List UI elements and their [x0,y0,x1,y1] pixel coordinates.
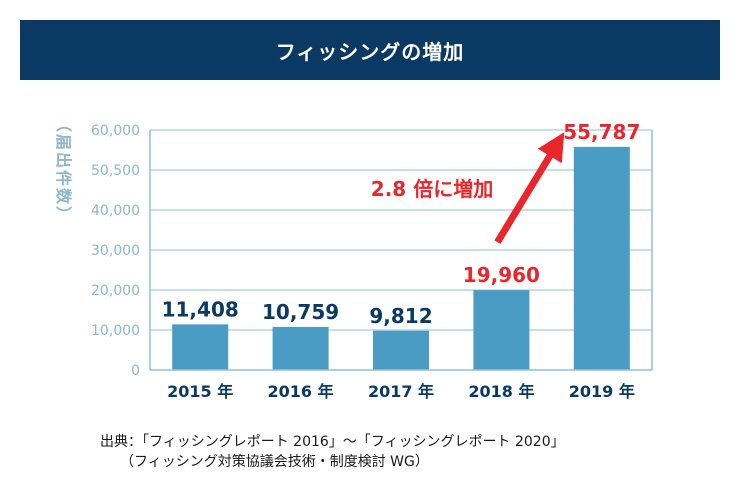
data-label: 55,787 [563,120,640,144]
x-tick-label: 2016 年 [268,382,334,401]
y-axis-title: （届出件数） [54,116,73,224]
chart-title: フィッシングの増加 [275,39,465,64]
y-tick-label: 40,000 [91,203,140,219]
data-label: 9,812 [369,304,432,328]
y-tick-label: 10,000 [91,323,140,339]
growth-arrow [494,132,565,244]
y-tick-label: 0 [131,363,140,379]
x-tick-label: 2019 年 [569,382,635,401]
bar [272,326,329,370]
x-tick-label: 2017 年 [368,382,434,401]
bar [473,290,530,370]
data-label: 19,960 [463,263,540,287]
source-line-1: 出典：「フィッシングレポート 2016」〜「フィッシングレポート 2020」 [100,434,565,450]
bar-chart: 0 10,000 20,000 30,000 40,000 50,500 60,000 （届出… [54,116,653,401]
source-line-2: （フィッシング対策協議会技術・制度検討 WG） [120,454,429,470]
bar [172,324,229,370]
y-tick-label: 60,000 [91,123,140,139]
bar [373,330,429,370]
x-tick-label: 2018 年 [468,382,534,401]
x-tick-label: 2015 年 [167,382,233,401]
bar [573,146,630,370]
chart-title-banner: フィッシングの増加 [20,20,720,80]
data-label: 11,408 [162,297,239,321]
source-note: 出典：「フィッシングレポート 2016」〜「フィッシングレポート 2020」 （… [100,432,565,472]
y-tick-label: 20,000 [91,283,140,299]
y-tick-label: 50,500 [91,163,140,179]
growth-annotation: 2.8 倍に増加 [371,177,493,201]
data-label: 10,759 [262,300,339,324]
y-tick-label: 30,000 [91,243,140,259]
